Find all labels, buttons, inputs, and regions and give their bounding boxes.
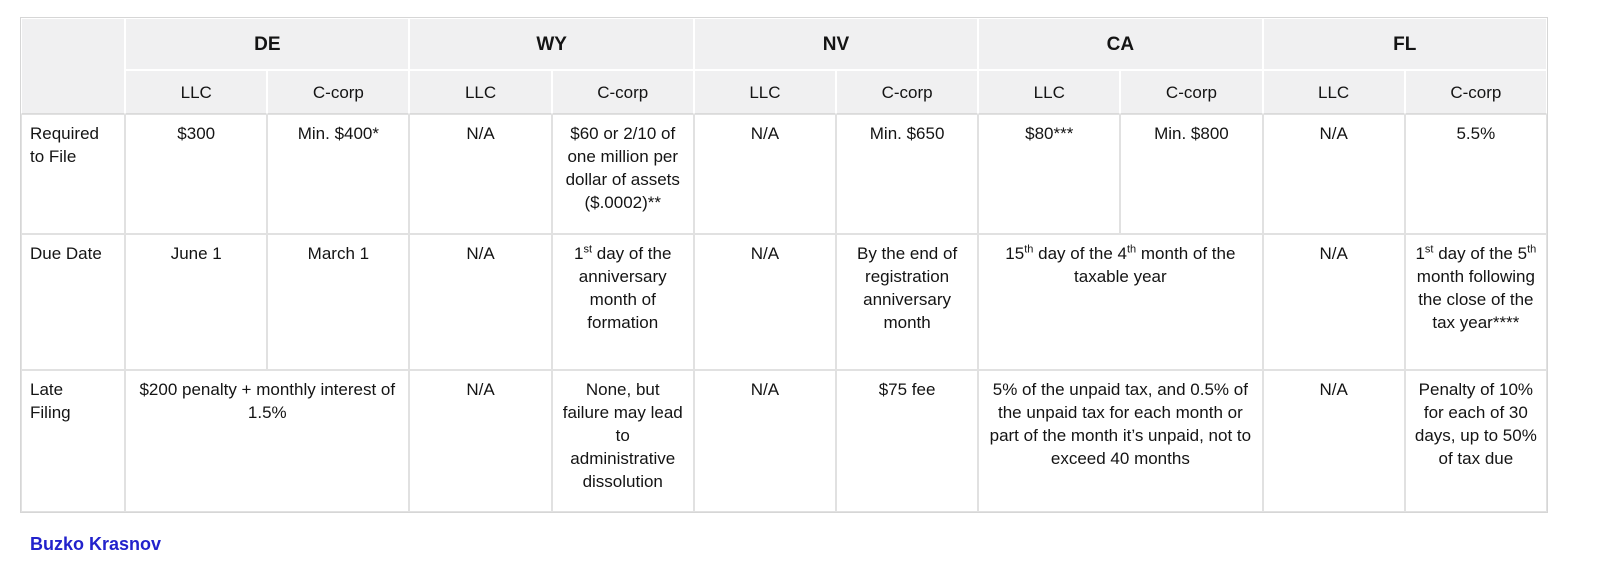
cell-late-filing-fl-llc: N/A [1262, 370, 1405, 512]
entity-header-ca-c-corp: C-corp [1120, 70, 1263, 114]
cell-required-to-file-nv-c-corp: Min. $650 [836, 114, 979, 234]
cell-late-filing-fl-c-corp: Penalty of 10% for each of 30 days, up t… [1404, 370, 1547, 512]
entity-header-nv-llc: LLC [693, 70, 836, 114]
state-header-de: DE [125, 18, 410, 70]
entity-header-fl-c-corp: C-corp [1404, 70, 1547, 114]
cell-required-to-file-de-llc: $300 [125, 114, 268, 234]
state-filing-comparison-table: DE WY NV CA FL LLC C-corp LLC C-corp LLC C-corp LLC… [21, 18, 1547, 512]
cell-required-to-file-wy-c-corp: $60 or 2/10 of one million per dollar of… [551, 114, 694, 234]
table-row-due-date: Due Date June 1 March 1 N/A 1st day of the a… [21, 234, 1547, 370]
entity-header-nv-c-corp: C-corp [836, 70, 979, 114]
entity-header-fl-llc: LLC [1262, 70, 1405, 114]
cell-required-to-file-de-c-corp: Min. $400* [267, 114, 410, 234]
cell-due-date-nv-c-corp: By the end of registration anniversary m… [836, 234, 979, 370]
footer: Buzko Krasnov [30, 534, 1600, 555]
entity-header-wy-llc: LLC [409, 70, 552, 114]
table-row-required-to-file: Required to File $300 Min. $400* N/A $60 or … [21, 114, 1547, 234]
entity-header-de-llc: LLC [125, 70, 268, 114]
entity-header-wy-c-corp: C-corp [551, 70, 694, 114]
cell-due-date-fl-c-corp: 1st day of the 5th month following the c… [1404, 234, 1547, 370]
page: DE WY NV CA FL LLC C-corp LLC C-corp LLC C-corp LLC… [20, 17, 1600, 555]
cell-due-date-wy-llc: N/A [409, 234, 552, 370]
cell-late-filing-nv-c-corp: $75 fee [836, 370, 979, 512]
table-frame: DE WY NV CA FL LLC C-corp LLC C-corp LLC C-corp LLC… [20, 17, 1548, 513]
state-header-fl: FL [1262, 18, 1547, 70]
cell-required-to-file-nv-llc: N/A [693, 114, 836, 234]
cell-due-date-ca: 15th day of the 4th month of the taxable… [978, 234, 1263, 370]
cell-due-date-wy-c-corp: 1st day of the anniversary month of form… [551, 234, 694, 370]
cell-late-filing-wy-llc: N/A [409, 370, 552, 512]
cell-due-date-de-llc: June 1 [125, 234, 268, 370]
cell-late-filing-wy-c-corp: None, but failure may lead to administra… [551, 370, 694, 512]
state-header-ca: CA [978, 18, 1263, 70]
row-label-required-to-file: Required to File [21, 114, 126, 234]
table-header: DE WY NV CA FL LLC C-corp LLC C-corp LLC C-corp LLC… [21, 18, 1547, 114]
row-label-late-filing: Late Filing [21, 370, 126, 512]
cell-required-to-file-ca-c-corp: Min. $800 [1120, 114, 1263, 234]
buzko-krasnov-link[interactable]: Buzko Krasnov [30, 534, 162, 554]
cell-required-to-file-fl-llc: N/A [1262, 114, 1405, 234]
cell-late-filing-ca: 5% of the unpaid tax, and 0.5% of the un… [978, 370, 1263, 512]
cell-required-to-file-wy-llc: N/A [409, 114, 552, 234]
cell-required-to-file-ca-llc: $80*** [978, 114, 1121, 234]
entity-header-de-c-corp: C-corp [267, 70, 410, 114]
state-header-nv: NV [693, 18, 979, 70]
cell-late-filing-nv-llc: N/A [693, 370, 836, 512]
state-header-wy: WY [409, 18, 694, 70]
cell-late-filing-de: $200 penalty + monthly interest of 1.5% [125, 370, 410, 512]
cell-due-date-fl-llc: N/A [1262, 234, 1405, 370]
table-row-late-filing: Late Filing $200 penalty + monthly intere… [21, 370, 1547, 512]
table-body: Required to File $300 Min. $400* N/A $60 or … [21, 114, 1547, 512]
row-label-due-date: Due Date [21, 234, 126, 370]
entity-header-ca-llc: LLC [978, 70, 1121, 114]
cell-due-date-de-c-corp: March 1 [267, 234, 410, 370]
cell-due-date-nv-llc: N/A [693, 234, 836, 370]
corner-cell [21, 18, 126, 114]
cell-required-to-file-fl-c-corp: 5.5% [1404, 114, 1547, 234]
